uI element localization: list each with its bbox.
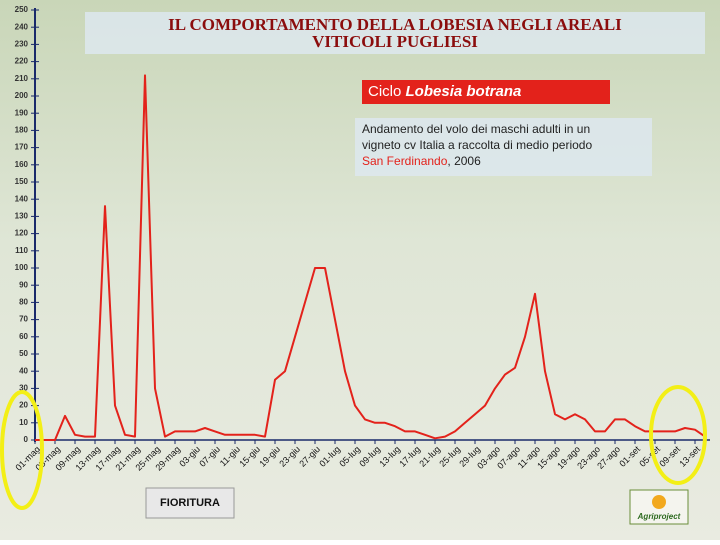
y-tick-label: 90 xyxy=(19,280,28,289)
cycle-box xyxy=(362,80,610,104)
y-tick-label: 120 xyxy=(15,229,29,238)
y-tick-label: 250 xyxy=(15,5,29,14)
highlight xyxy=(0,390,44,510)
y-tick-label: 170 xyxy=(15,143,29,152)
y-tick-label: 80 xyxy=(19,298,28,307)
annotation-box xyxy=(145,487,235,519)
y-tick-label: 190 xyxy=(15,108,29,117)
y-tick-label: 180 xyxy=(15,126,29,135)
y-tick-label: 20 xyxy=(19,401,28,410)
highlight xyxy=(649,385,707,485)
chart-title: VITICOLI PUGLIESI xyxy=(312,32,478,51)
cycle-species: Lobesia botrana xyxy=(406,83,522,100)
title-box xyxy=(85,12,705,54)
note: San Ferdinando, 2006 xyxy=(362,154,481,168)
note-box xyxy=(355,118,652,176)
logo-icon xyxy=(652,495,666,509)
y-tick-label: 110 xyxy=(15,246,28,255)
annotation: FIORITURA xyxy=(160,497,220,509)
y-tick-label: 240 xyxy=(15,22,29,31)
y-tick-label: 160 xyxy=(15,160,29,169)
y-tick-label: 210 xyxy=(15,74,29,83)
y-tick-label: 60 xyxy=(19,332,28,341)
y-tick-label: 70 xyxy=(19,315,28,324)
note: vigneto cv Italia a raccolta di medio pe… xyxy=(362,138,592,152)
y-tick-label: 40 xyxy=(19,366,28,375)
y-tick-label: 0 xyxy=(24,435,29,444)
cycle-text: Ciclo xyxy=(368,83,401,100)
y-tick-label: 200 xyxy=(15,91,29,100)
y-tick-label: 130 xyxy=(15,212,29,221)
logo-text: Agriproject xyxy=(637,512,681,521)
y-tick-label: 30 xyxy=(19,384,28,393)
series-line xyxy=(35,74,706,441)
note-place: San Ferdinando xyxy=(362,154,448,168)
y-tick-label: 140 xyxy=(15,194,29,203)
note-year: , 2006 xyxy=(447,154,481,168)
y-tick-label: 100 xyxy=(15,263,29,272)
y-tick-label: 50 xyxy=(19,349,28,358)
cycle-label: Ciclo Lobesia botrana xyxy=(368,83,521,100)
y-tick-label: 230 xyxy=(15,40,29,49)
y-tick-label: 10 xyxy=(19,418,28,427)
y-tick-label: 220 xyxy=(15,57,29,66)
chart-title: IL COMPORTAMENTO DELLA LOBESIA NEGLI ARE… xyxy=(168,15,622,34)
y-tick-label: 150 xyxy=(15,177,29,186)
note: Andamento del volo dei maschi adulti in … xyxy=(362,122,590,136)
